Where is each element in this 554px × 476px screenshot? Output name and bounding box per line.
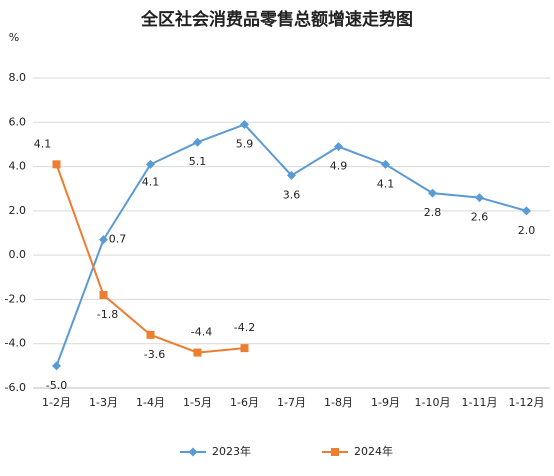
legend-label: 2023年 [212,444,251,458]
x-tick-label: 1-6月 [230,396,259,409]
legend-marker [188,447,198,457]
x-tick-label: 1-3月 [89,396,118,409]
x-tick-label: 1-7月 [277,396,306,409]
point [240,120,249,129]
point [52,160,61,169]
series-line [55,164,245,354]
x-tick-label: 1-12月 [509,396,545,409]
point [475,193,484,203]
data-label: 4.1 [142,175,160,188]
y-tick-label: -4.0 [5,337,26,350]
y-tick-label: -6.0 [5,381,26,394]
data-label: 0.7 [109,233,127,246]
x-tick-label: 1-2月 [42,396,71,409]
y-tick-label: 4.0 [9,160,27,173]
data-label: 5.9 [236,138,254,151]
x-tick-label: 1-8月 [324,396,353,409]
point [146,330,155,339]
data-label: 2.8 [424,206,442,219]
point [240,344,249,353]
y-tick-label: 0.0 [9,248,27,261]
data-label: 2.6 [471,211,489,224]
point [99,291,108,299]
point [193,348,202,357]
x-tick-label: 1-10月 [415,396,451,409]
point [381,159,390,169]
legend-marker [331,448,339,456]
point [522,206,531,216]
y-unit: % [9,31,19,44]
data-label: 3.6 [283,188,301,201]
data-label: -5.0 [46,379,67,392]
point [334,142,343,152]
data-label: 4.1 [34,137,52,150]
series-line [55,123,527,367]
chart-title: 全区社会消费品零售总额增速走势图 [140,9,413,30]
data-label: 4.1 [377,177,395,190]
data-label: 2.0 [518,224,536,237]
data-label: 4.9 [330,160,348,173]
point [193,137,202,147]
x-tick-label: 1-11月 [462,396,498,409]
y-tick-label: 6.0 [9,115,27,128]
y-tick-label: 8.0 [9,71,27,84]
y-tick-label: -2.0 [5,292,26,305]
y-tick-label: 2.0 [9,204,27,217]
point [428,188,437,198]
point [99,235,108,245]
x-tick-label: 1-9月 [371,396,400,409]
legend-label: 2024年 [354,444,393,458]
point [146,159,155,169]
x-tick-label: 1-4月 [136,396,165,409]
data-label: -1.8 [97,308,118,321]
data-label: -4.4 [191,326,212,339]
data-label: 5.1 [189,155,207,168]
point [287,170,296,180]
data-label: -3.6 [144,348,165,361]
point [52,361,61,371]
x-tick-label: 1-5月 [183,396,212,409]
data-label: -4.2 [234,321,255,334]
